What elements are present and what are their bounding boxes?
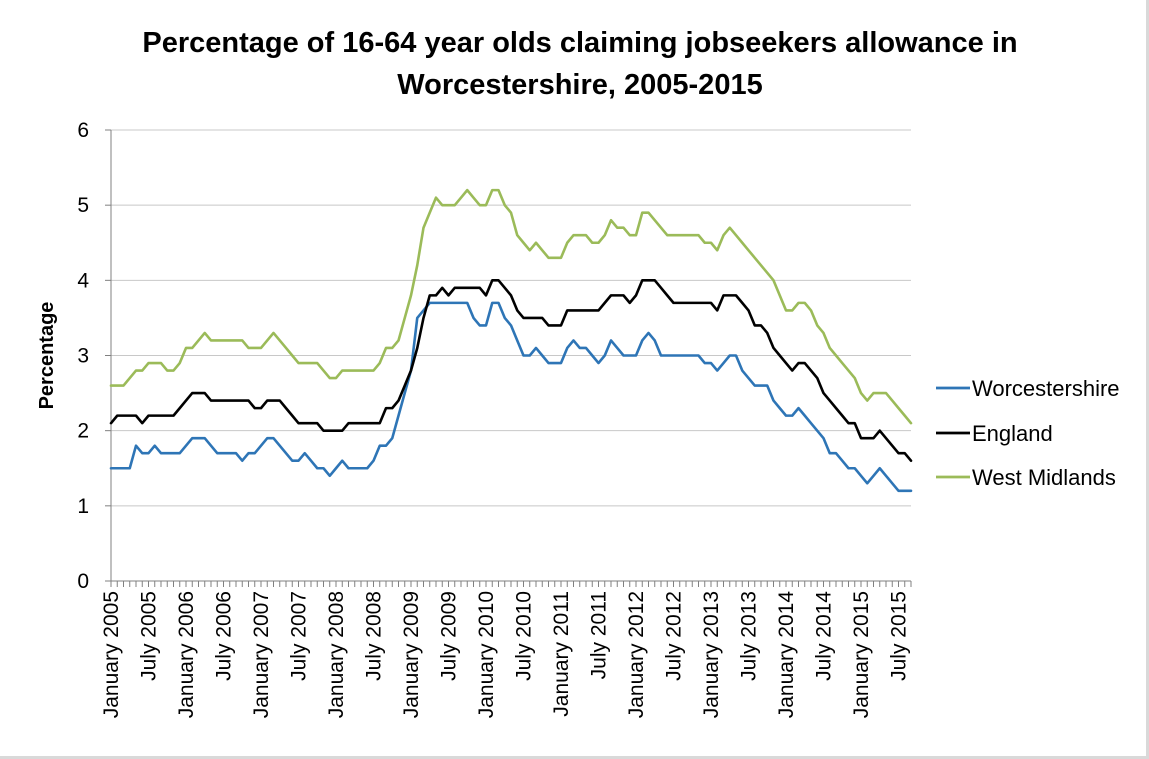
chart-title-line-2: Worcestershire, 2005-2015 [397,69,763,101]
x-tick-label: July 2015 [888,591,911,681]
x-tick-label: January 2010 [475,591,498,718]
x-tick-label: July 2009 [438,591,461,681]
x-tick-label: January 2008 [325,591,348,718]
x-tick-label: January 2006 [175,591,198,718]
x-tick-label: July 2011 [588,591,611,679]
x-tick-label: July 2010 [513,591,536,681]
x-tick-label: January 2015 [850,591,873,718]
y-tick-label: 6 [77,119,89,142]
series-line-3 [109,188,913,425]
frame-right-edge [1146,0,1149,759]
legend-label-1: Worcestershire [972,376,1120,401]
x-tick-label: July 2007 [288,591,311,681]
x-tick-label: July 2006 [213,591,236,681]
x-tick-label: July 2008 [363,591,386,681]
y-tick-label: 0 [77,570,89,593]
x-tick-label: January 2009 [400,591,423,718]
series-line-1 [109,301,913,493]
chart-title-line-1: Percentage of 16-64 year olds claiming j… [142,27,1018,59]
legend-label-3: West Midlands [972,465,1116,490]
frame-bottom-edge [0,756,1149,759]
x-tick-label: January 2005 [100,591,123,718]
x-tick-label: January 2014 [775,591,798,719]
x-tick-label: July 2014 [813,591,836,681]
x-tick-label: July 2005 [138,591,161,681]
x-tick-label: January 2013 [700,591,723,718]
x-tick-label: July 2012 [663,591,686,681]
x-tick-label: January 2011 [550,591,573,717]
x-tick-label: January 2007 [250,591,273,718]
legend-label-2: England [972,421,1053,446]
y-tick-label: 2 [77,420,89,443]
y-axis-title: Percentage [36,302,58,410]
series-line-2 [109,279,913,463]
y-tick-label: 3 [77,345,89,368]
y-tick-label: 4 [77,269,89,292]
y-tick-label: 5 [77,194,89,217]
x-tick-label: July 2013 [738,591,761,681]
x-tick-label: January 2012 [625,591,648,718]
y-tick-label: 1 [77,495,89,518]
